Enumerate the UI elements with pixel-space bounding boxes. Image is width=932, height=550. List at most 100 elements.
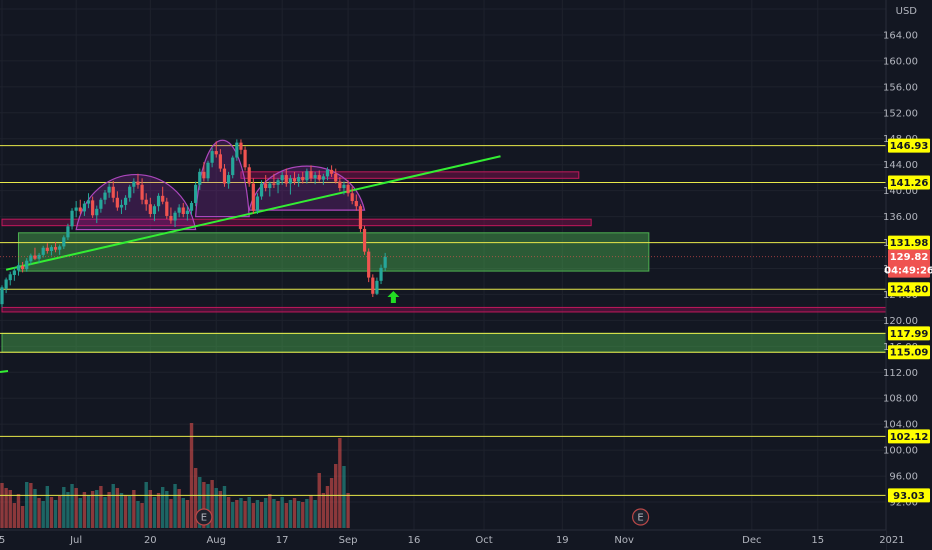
volume-bar: [123, 495, 128, 528]
volume-bar: [222, 486, 227, 528]
candle-body: [371, 277, 375, 294]
level-price-tag: [888, 138, 930, 153]
volume-bar: [305, 499, 309, 528]
candle-body: [173, 212, 177, 221]
candle-body: [115, 197, 119, 208]
candle-body: [214, 151, 218, 155]
candle-body: [156, 195, 161, 207]
candle-body: [259, 183, 264, 197]
earnings-marker-label: E: [637, 513, 643, 524]
level-price-tag: [888, 429, 930, 444]
candle-body: [107, 186, 111, 193]
time-tick-label: Jul: [69, 535, 82, 546]
volume-bar: [25, 482, 29, 528]
candle-body: [280, 175, 284, 181]
price-tick-label: 156.00: [883, 82, 918, 93]
candle-body: [185, 210, 189, 214]
earnings-marker[interactable]: [195, 508, 213, 526]
candle-body: [367, 251, 371, 278]
volume-bar: [185, 500, 190, 528]
candle-body: [276, 180, 280, 185]
volume-bar: [301, 502, 305, 528]
volume-bar: [144, 482, 148, 528]
candle-body: [58, 246, 62, 250]
currency-label: USD: [896, 6, 918, 17]
candle-body: [321, 176, 325, 180]
candle-body: [53, 247, 58, 250]
price-tick-label: 92.00: [889, 498, 918, 509]
candle-body: [350, 193, 354, 202]
candle-body: [231, 157, 235, 176]
volume-bar: [280, 497, 284, 528]
candle-body: [325, 169, 330, 177]
candle-body: [74, 207, 78, 211]
volume-bar: [99, 486, 103, 528]
volume-bar: [189, 423, 194, 528]
volume-bar: [268, 494, 272, 528]
volume-bar: [284, 503, 288, 528]
volume-bar: [235, 500, 239, 528]
candle-body: [78, 207, 82, 212]
earnings-marker-label: E: [201, 513, 207, 524]
volume-bar: [169, 499, 173, 528]
time-tick-label: 20: [144, 535, 157, 546]
candle-body: [338, 181, 342, 189]
volume-bar: [210, 480, 214, 528]
price-tick-label: 152.00: [883, 108, 918, 119]
volume-bar: [198, 477, 202, 528]
candle-body: [16, 265, 21, 271]
level-price-tag-label: 124.80: [890, 285, 929, 296]
candle-body: [194, 184, 198, 203]
price-tick-label: 100.00: [883, 446, 918, 457]
level-lines: [0, 145, 886, 496]
volume-bar: [334, 464, 338, 528]
volume-bar: [20, 506, 25, 528]
earnings-marker[interactable]: [631, 508, 650, 526]
volume-bar: [309, 495, 313, 528]
volume-bar: [128, 496, 132, 528]
volume-bar: [33, 489, 37, 528]
price-tick-label: 112.00: [883, 368, 918, 379]
candle-body: [136, 181, 140, 185]
candle-body: [301, 177, 305, 181]
level-price-tag: [888, 488, 930, 503]
level-price-tag-label: 93.03: [893, 491, 925, 502]
candle-body: [247, 167, 251, 184]
volume-bar: [107, 492, 111, 528]
price-tick-label: 164.00: [883, 30, 918, 41]
time-axis[interactable]: 5 Jul 20 Aug 17 Sep 16 Oct 19 Nov Dec 15 2021: [0, 529, 905, 550]
level-price-tag-label: 115.09: [890, 348, 929, 359]
volume-bar: [214, 488, 218, 528]
time-tick-label: 5: [0, 535, 5, 546]
candle-body: [202, 171, 206, 179]
candle-body: [95, 208, 99, 216]
volume-bars: [0, 423, 350, 528]
candle-body: [218, 154, 222, 169]
volume-bar: [37, 498, 41, 528]
candle-body: [189, 202, 194, 211]
volume-bar: [62, 487, 66, 528]
volume-bar: [74, 488, 78, 528]
candle-body: [227, 175, 231, 184]
volume-bar: [152, 497, 157, 528]
candle-body: [317, 175, 321, 180]
candle-body: [128, 186, 132, 198]
candle-body: [210, 151, 214, 163]
candle-body: [124, 197, 128, 205]
candle-body: [144, 199, 148, 205]
candle-body: [342, 184, 346, 189]
candle-body: [362, 228, 367, 252]
time-tick-label: Aug: [206, 535, 226, 546]
last-price-tag: [888, 249, 930, 278]
resistance-zone: [240, 171, 580, 179]
zones: [1, 171, 887, 353]
candle-body: [354, 201, 358, 207]
candle-body: [297, 177, 301, 182]
volume-bar: [103, 497, 107, 528]
price-tick-label: 160.00: [883, 56, 918, 67]
countdown-label: 04:49:26: [884, 266, 932, 277]
level-price-tag-label: 131.98: [890, 238, 929, 249]
